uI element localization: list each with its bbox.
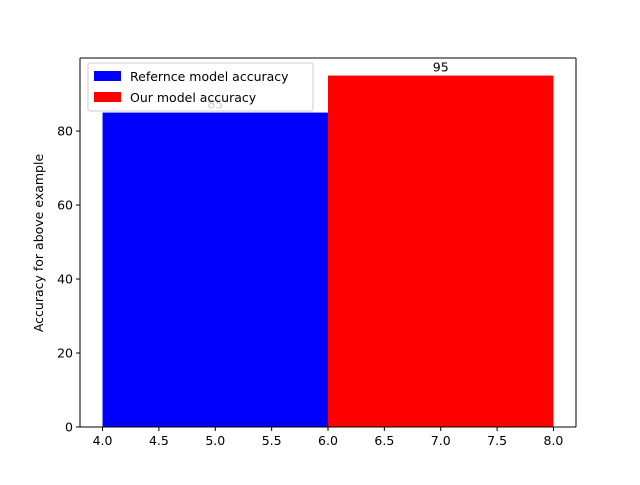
bar-2 [328,75,554,428]
x-tick-label: 7.0 [431,433,451,448]
y-tick-label: 60 [57,198,73,213]
y-axis-label: Accuracy for above example [31,154,46,333]
y-tick-label: 40 [57,272,73,287]
legend-label-1: Refernce model accuracy [130,69,289,84]
x-tick-label: 6.5 [374,433,394,448]
x-tick-label: 4.0 [93,433,113,448]
y-tick-label: 20 [57,346,73,361]
x-tick-label: 8.0 [544,433,564,448]
legend-box [87,62,314,112]
x-tick-label: 5.5 [262,433,282,448]
legend-swatch-1 [94,71,121,81]
legend-swatch-2 [94,92,121,102]
bar-1 [102,112,328,428]
legend-label-2: Our model accuracy [130,90,257,105]
x-tick-label: 7.5 [487,433,507,448]
bars-layer [102,75,554,428]
axes-layer: 4.0 4.5 5.0 5.5 6.0 6.5 7.0 7.5 8.0 0 20 40 60 80 [57,57,577,448]
x-tick-label: 5.0 [205,433,225,448]
x-tick-label: 6.0 [318,433,338,448]
legend: Refernce model accuracy Our model accurac… [87,62,314,112]
bar-value-label-2: 95 [433,60,449,75]
x-tick-label: 4.5 [149,433,169,448]
y-tick-label: 0 [65,420,73,435]
y-tick-label: 80 [57,124,73,139]
